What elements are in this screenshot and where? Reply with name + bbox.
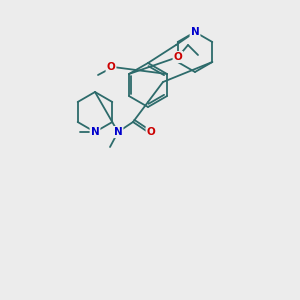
Text: N: N: [91, 127, 99, 137]
Text: O: O: [174, 52, 182, 62]
Text: N: N: [190, 27, 200, 37]
Text: N: N: [114, 127, 122, 137]
Text: O: O: [147, 127, 155, 137]
Text: O: O: [106, 62, 116, 72]
